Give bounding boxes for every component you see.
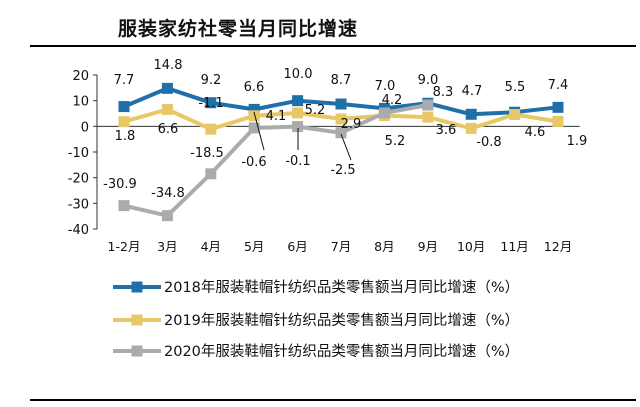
data-label: 8.7 <box>331 73 352 88</box>
bottom-rule <box>30 399 636 401</box>
data-label: 7.4 <box>548 78 569 93</box>
data-point-marker <box>465 122 477 134</box>
data-point-marker <box>292 121 304 133</box>
data-label: 4.6 <box>525 125 546 140</box>
data-label: 1.9 <box>567 134 588 149</box>
data-label: 14.8 <box>154 58 183 73</box>
x-tick-label: 1-2月 <box>108 239 141 254</box>
x-tick-label: 6月 <box>287 239 307 254</box>
y-tick-label: -10 <box>68 146 89 161</box>
data-point-marker <box>422 111 434 123</box>
x-tick-label: 8月 <box>374 239 394 254</box>
data-point-marker <box>292 107 304 119</box>
chart-title: 服装家纺社零当月同比增速 <box>118 18 359 40</box>
x-tick-label: 12月 <box>544 239 572 254</box>
data-point-marker <box>509 109 521 121</box>
legend-item: 2018年服装鞋帽针纺织品类零售额当月同比增速（%） <box>113 279 519 296</box>
y-tick-label: 0 <box>81 120 89 135</box>
data-point-marker <box>248 103 260 115</box>
data-point-marker <box>552 115 564 127</box>
x-tick-label: 3月 <box>157 239 177 254</box>
data-point-marker <box>422 99 434 111</box>
data-point-marker <box>552 101 564 113</box>
series-line <box>123 103 429 218</box>
legend-marker <box>131 281 143 293</box>
data-label: 10.0 <box>284 67 313 82</box>
y-tick-label: -30 <box>68 197 89 212</box>
legend-item: 2019年服装鞋帽针纺织品类零售额当月同比增速（%） <box>113 312 519 329</box>
data-point-marker <box>205 97 217 109</box>
data-label: -0.8 <box>476 135 501 150</box>
leader-line <box>253 111 265 151</box>
data-label: 7.0 <box>375 79 396 94</box>
data-label: 4.7 <box>462 84 483 99</box>
y-tick-label: -40 <box>68 223 89 238</box>
data-point-marker <box>118 116 130 128</box>
legend: 2018年服装鞋帽针纺织品类零售额当月同比增速（%） 2019年服装鞋帽针纺织品类… <box>113 279 519 360</box>
data-label: -1.1 <box>198 96 223 111</box>
data-point-marker <box>118 200 130 212</box>
data-label: 2.9 <box>341 117 362 132</box>
series-layer <box>118 82 564 222</box>
data-label: 9.2 <box>201 73 222 88</box>
data-label: 5.2 <box>385 134 406 149</box>
legend-item: 2020年服装鞋帽针纺织品类零售额当月同比增速（%） <box>113 343 519 360</box>
data-point-marker <box>248 110 260 122</box>
y-tick-label: 20 <box>72 69 89 84</box>
data-label: -18.5 <box>190 146 224 161</box>
legend-label: 2020年服装鞋帽针纺织品类零售额当月同比增速（%） <box>164 343 519 360</box>
data-point-marker <box>335 113 347 125</box>
data-point-marker <box>118 101 130 113</box>
legend-marker <box>131 345 143 357</box>
legend-label: 2018年服装鞋帽针纺织品类零售额当月同比增速（%） <box>164 279 519 296</box>
data-point-marker <box>205 168 217 180</box>
data-label: 6.6 <box>244 80 265 95</box>
legend-marker <box>131 314 143 326</box>
data-label: 3.6 <box>436 123 457 138</box>
data-point-marker <box>378 107 390 119</box>
x-tick-label: 7月 <box>331 239 351 254</box>
x-tick-label: 9月 <box>418 239 438 254</box>
data-point-marker <box>161 103 173 115</box>
y-tick-label: 10 <box>72 95 89 110</box>
data-label: -2.5 <box>330 163 355 178</box>
data-label: 7.7 <box>114 73 135 88</box>
x-tick-label: 10月 <box>457 239 485 254</box>
series-3 <box>118 99 434 222</box>
x-tick-label: 11月 <box>500 239 528 254</box>
data-label: 4.2 <box>382 93 403 108</box>
data-label: 8.3 <box>433 85 454 100</box>
y-tick-label: -20 <box>68 172 89 187</box>
data-label: 6.6 <box>158 122 179 137</box>
title-rule <box>30 45 636 47</box>
data-point-marker <box>205 123 217 135</box>
data-point-marker <box>335 127 347 139</box>
x-tick-label: 5月 <box>244 239 264 254</box>
data-point-marker <box>248 122 260 134</box>
data-label: -0.6 <box>241 155 266 170</box>
leader-line <box>340 133 352 161</box>
data-label: 1.8 <box>115 129 136 144</box>
data-label: -0.1 <box>285 154 310 169</box>
data-label: 5.5 <box>505 80 526 95</box>
data-point-marker <box>465 108 477 120</box>
data-labels-layer: 7.7 14.8 9.2 6.6 10.0 8.7 7.0 9.0 4.7 5.5 7.4 1.8 6.… <box>103 58 587 201</box>
data-label: 4.1 <box>266 109 287 124</box>
data-point-marker <box>161 210 173 222</box>
data-label: -34.8 <box>151 186 185 201</box>
data-point-marker <box>292 95 304 107</box>
data-point-marker <box>161 82 173 94</box>
data-label: -30.9 <box>103 177 137 192</box>
data-label: 9.0 <box>418 73 439 88</box>
x-tick-label: 4月 <box>201 239 221 254</box>
data-point-marker <box>335 98 347 110</box>
legend-label: 2019年服装鞋帽针纺织品类零售额当月同比增速（%） <box>164 312 519 329</box>
axes-layer: -40 -30 -20 -10 0 10 20 1-2月 3月 4月 5月 6月 7月 8月 9月 10月 11… <box>68 69 580 254</box>
data-label: 5.2 <box>305 103 326 118</box>
